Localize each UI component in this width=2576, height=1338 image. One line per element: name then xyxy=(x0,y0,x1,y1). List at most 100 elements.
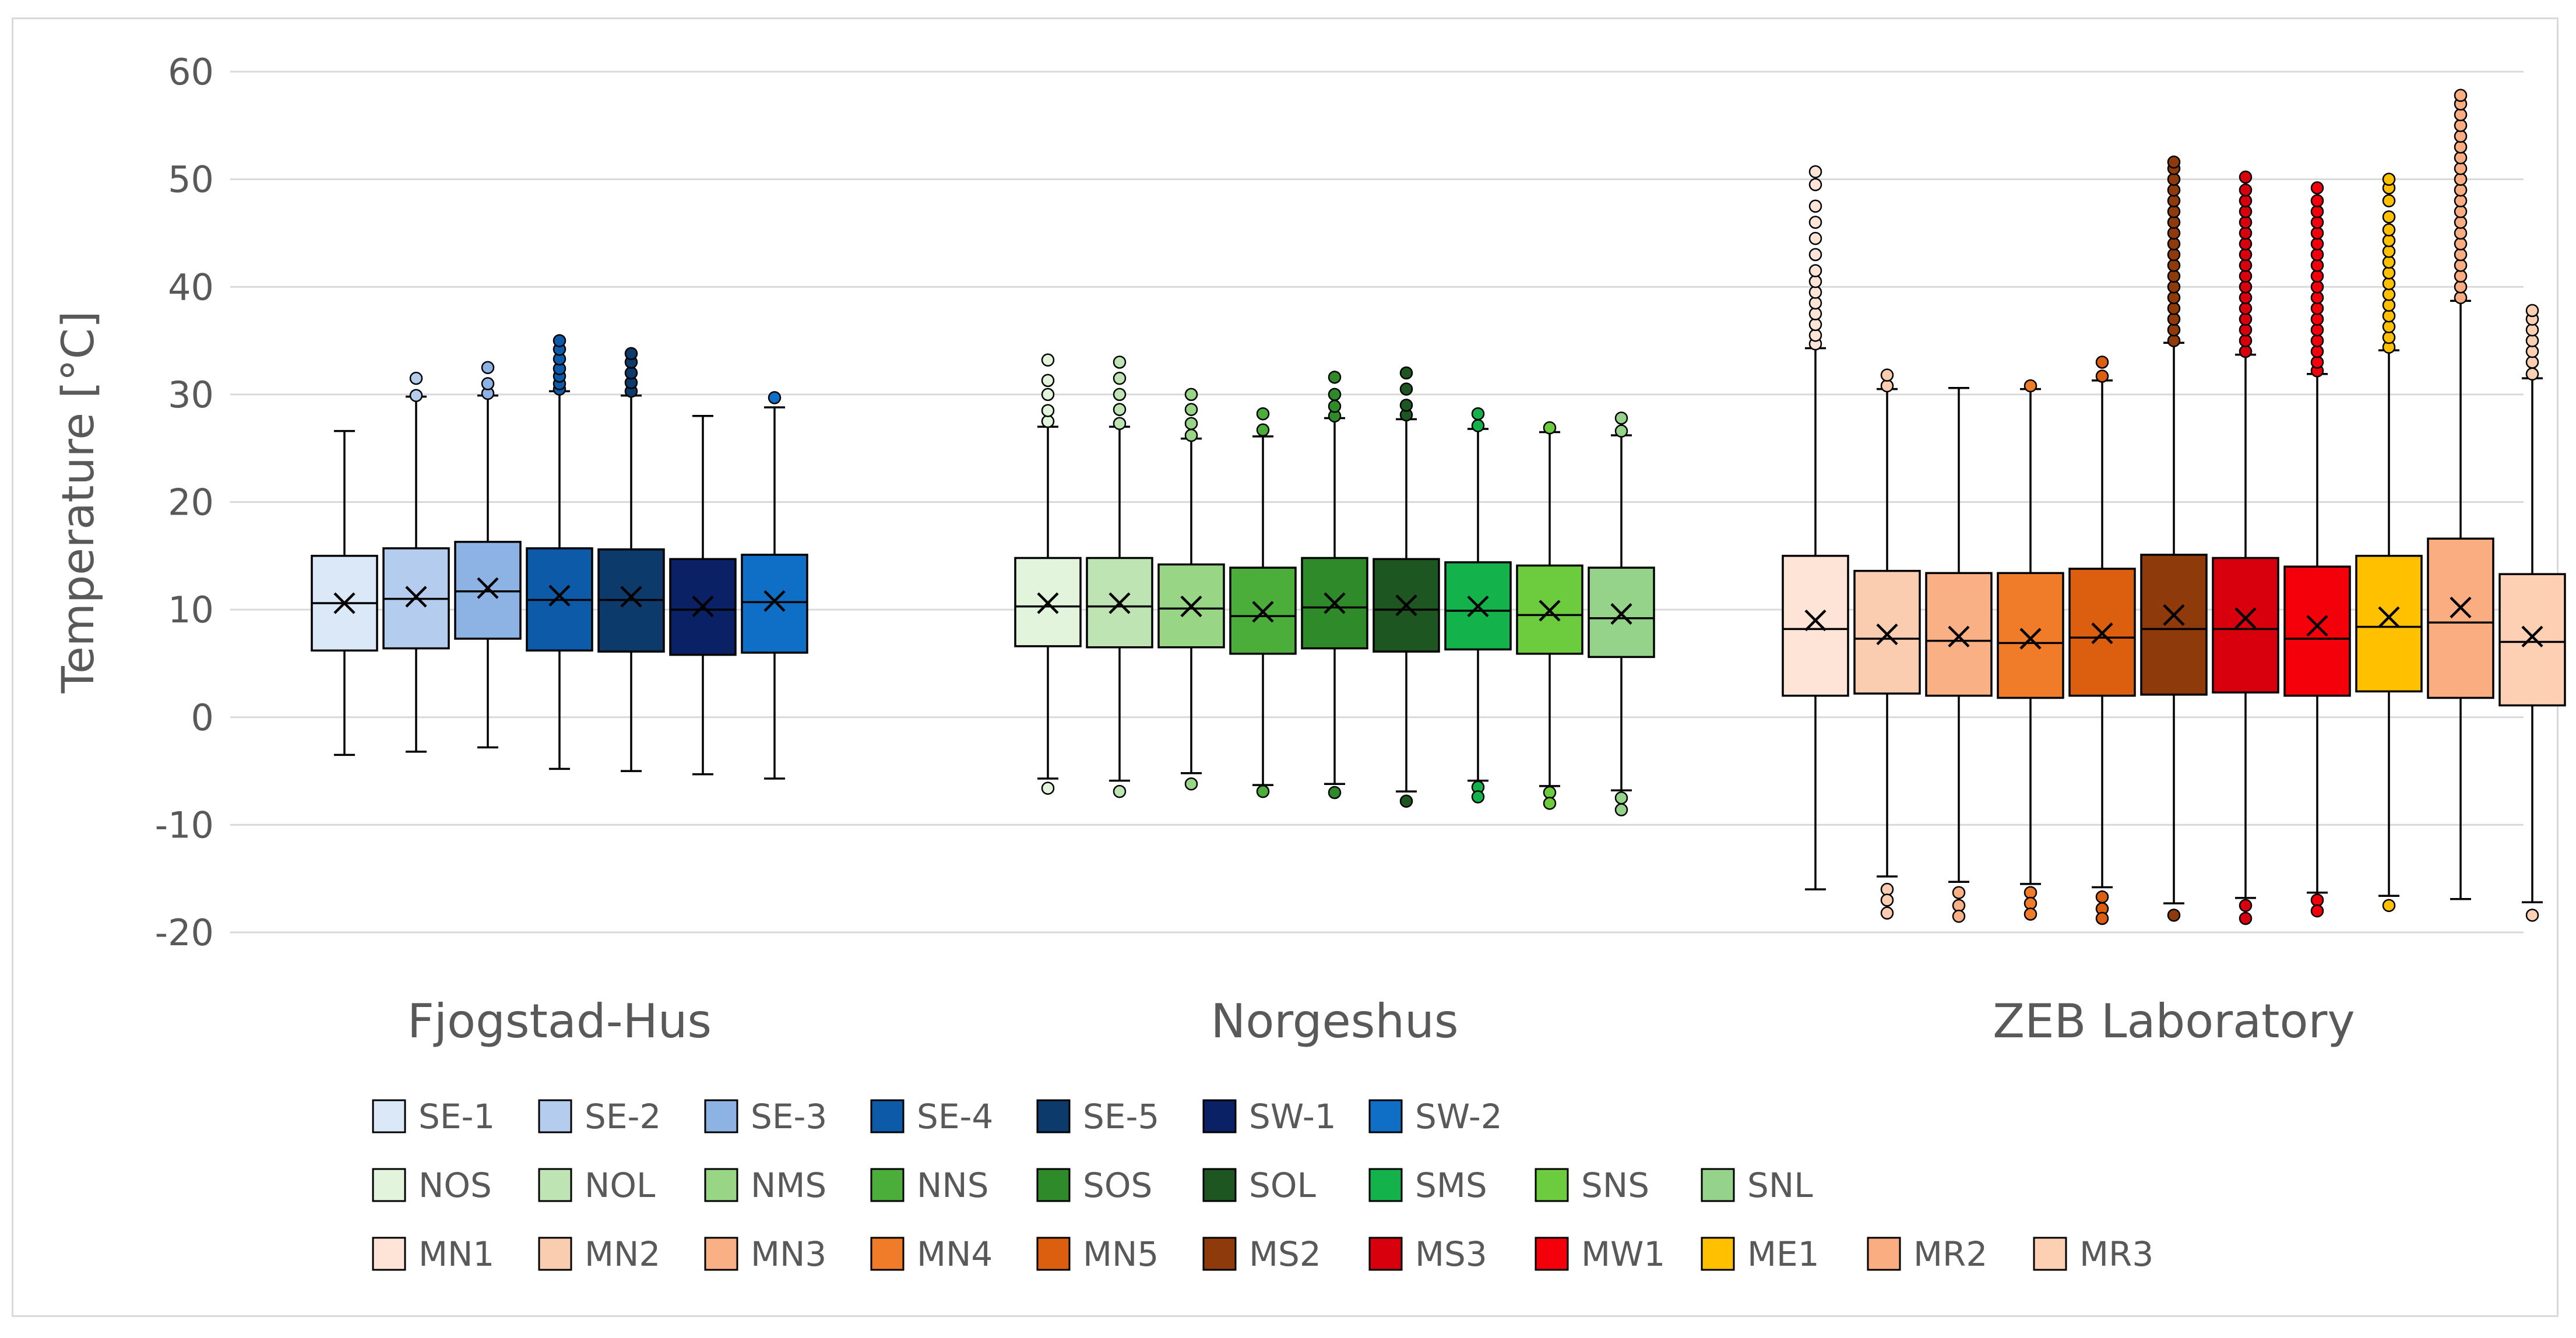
legend-item-mw1: MW1 xyxy=(1535,1234,1665,1274)
outlier-point xyxy=(1113,371,1127,385)
outlier-point xyxy=(2525,367,2539,381)
legend-item-me1: ME1 xyxy=(1701,1234,1820,1274)
outlier-point xyxy=(2454,226,2468,240)
outlier-point xyxy=(2454,89,2468,102)
outlier-point xyxy=(2310,205,2324,219)
outlier-point xyxy=(2239,312,2253,326)
outlier-point xyxy=(1184,388,1198,402)
legend-item-mn4: MN4 xyxy=(870,1234,993,1274)
legend-item-ms2: MS2 xyxy=(1202,1234,1321,1274)
legend-item-sol: SOL xyxy=(1202,1166,1316,1205)
outlier-point xyxy=(1041,414,1055,428)
box-nms xyxy=(1157,388,1225,791)
box-iqr xyxy=(1782,555,1849,697)
legend-swatch xyxy=(870,1168,905,1202)
outlier-point xyxy=(1113,403,1127,416)
outlier-point xyxy=(2167,237,2181,251)
legend-swatch xyxy=(1202,1237,1237,1271)
outlier-point xyxy=(2095,355,2109,369)
outlier-point xyxy=(1328,388,1342,402)
outlier-point xyxy=(2095,369,2109,383)
outlier-point xyxy=(2525,344,2539,358)
legend-swatch xyxy=(1701,1168,1735,1202)
legend-item-mn3: MN3 xyxy=(704,1234,826,1274)
outlier-point xyxy=(2454,119,2468,132)
outlier-point xyxy=(2454,259,2468,272)
outlier-point xyxy=(2310,226,2324,240)
legend-swatch xyxy=(704,1168,738,1202)
legend-label: ME1 xyxy=(1747,1234,1820,1274)
outlier-point xyxy=(2382,223,2396,237)
outlier-point xyxy=(1041,781,1055,795)
mean-marker xyxy=(1395,594,1417,617)
outlier-point xyxy=(2454,129,2468,143)
outlier-point xyxy=(2167,216,2181,229)
outlier-point xyxy=(481,377,495,390)
group-label: Norgeshus xyxy=(1210,994,1458,1048)
box-mn3 xyxy=(1925,387,1993,923)
legend-label: MW1 xyxy=(1581,1234,1665,1274)
outlier-point xyxy=(2454,172,2468,186)
box-iqr xyxy=(741,554,808,654)
outlier-point xyxy=(2167,909,2181,922)
outlier-point xyxy=(1471,407,1485,421)
outlier-point xyxy=(1399,382,1413,396)
outlier-point xyxy=(1041,353,1055,367)
mean-marker xyxy=(2234,607,2257,629)
box-sw-1 xyxy=(669,415,737,776)
legend-label: MN5 xyxy=(1083,1234,1159,1274)
mean-marker xyxy=(692,595,714,618)
outlier-point xyxy=(2525,304,2539,318)
legend-swatch xyxy=(1202,1099,1237,1133)
legend-swatch xyxy=(704,1099,738,1133)
outlier-point xyxy=(2167,226,2181,240)
outlier-point xyxy=(1471,419,1485,432)
y-axis-title: Temperature [°C] xyxy=(52,311,104,694)
legend-swatch xyxy=(538,1168,572,1202)
legend-label: SMS xyxy=(1415,1166,1487,1205)
box-iqr xyxy=(1925,572,1993,697)
box-mr3 xyxy=(2498,304,2566,922)
outlier-point xyxy=(1256,784,1270,798)
group-label: ZEB Laboratory xyxy=(1993,994,2355,1048)
outlier-point xyxy=(2382,287,2396,301)
outlier-point xyxy=(1113,388,1127,402)
legend-label: MS3 xyxy=(1415,1234,1487,1274)
outlier-point xyxy=(2382,266,2396,280)
outlier-point xyxy=(2454,269,2468,283)
outlier-point xyxy=(1184,403,1198,416)
box-se-5 xyxy=(597,347,665,772)
mean-marker xyxy=(1324,592,1346,614)
outlier-point xyxy=(2454,151,2468,164)
mean-marker xyxy=(620,586,642,608)
legend-item-mr2: MR2 xyxy=(1867,1234,1987,1274)
box-mn2 xyxy=(1853,368,1921,920)
outlier-point xyxy=(2024,886,2037,899)
legend-label: SNL xyxy=(1747,1166,1813,1205)
outlier-point xyxy=(1614,803,1628,816)
y-tick-label: 10 xyxy=(168,589,214,631)
legend-label: MS2 xyxy=(1249,1234,1321,1274)
mean-marker xyxy=(1610,603,1632,625)
outlier-point xyxy=(1808,286,1822,299)
legend-label: MR3 xyxy=(2079,1234,2153,1274)
outlier-point xyxy=(2239,183,2253,197)
outlier-point xyxy=(2167,205,2181,219)
outlier-point xyxy=(1184,428,1198,442)
y-tick-label: 20 xyxy=(168,481,214,524)
outlier-point xyxy=(2239,194,2253,207)
box-iqr xyxy=(1853,569,1921,695)
mean-marker xyxy=(1252,601,1274,623)
box-nns xyxy=(1229,407,1297,798)
outlier-point xyxy=(2382,194,2396,207)
outlier-point xyxy=(1399,794,1413,808)
mean-marker xyxy=(763,590,786,612)
outlier-point xyxy=(1399,366,1413,380)
legend-swatch xyxy=(538,1099,572,1133)
outlier-point xyxy=(2239,237,2253,251)
legend-item-mn5: MN5 xyxy=(1036,1234,1159,1274)
legend-swatch xyxy=(1701,1237,1735,1271)
box-se-4 xyxy=(526,334,593,770)
mean-marker xyxy=(1539,600,1561,622)
legend-swatch xyxy=(704,1237,738,1271)
